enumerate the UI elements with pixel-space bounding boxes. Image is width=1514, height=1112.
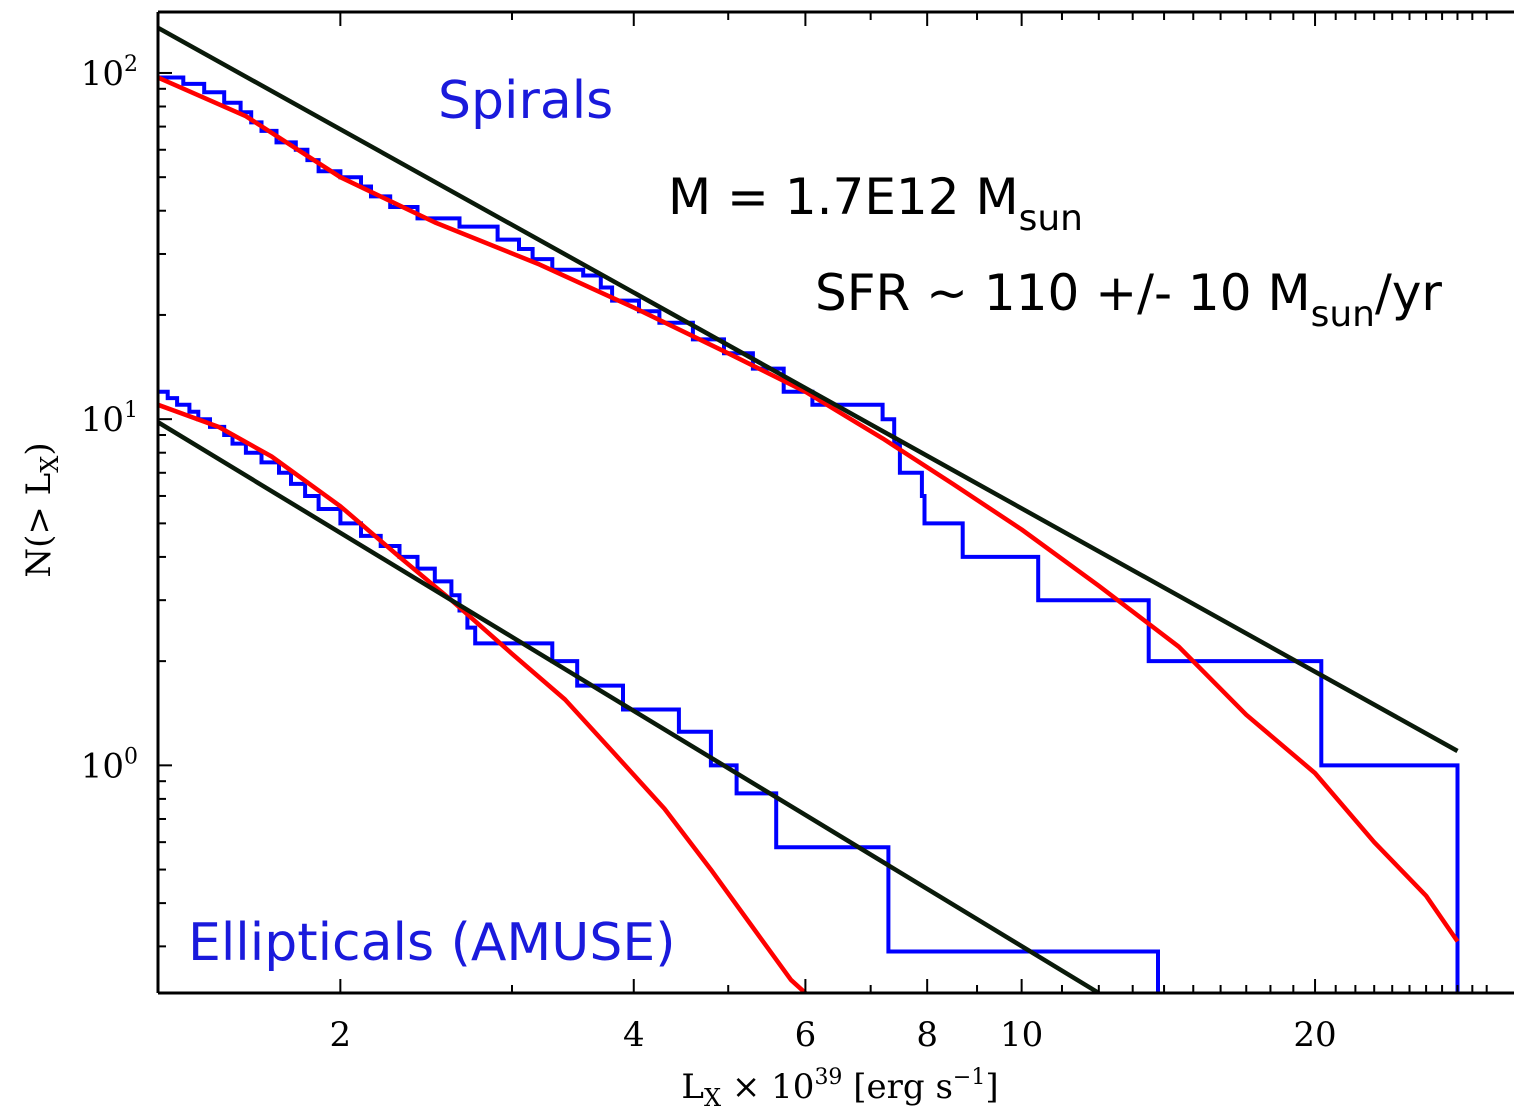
sfr-annotation: SFR ~ 110 +/- 10 Msun/yr xyxy=(815,264,1442,335)
x-tick-label: 4 xyxy=(623,1015,645,1055)
y-tick-label: 100 xyxy=(81,744,138,786)
y-tick-label: 102 xyxy=(81,52,138,94)
spirals-power-law-line xyxy=(158,25,1459,753)
x-tick-label: 20 xyxy=(1293,1015,1336,1055)
ellipticals-power-law-line xyxy=(158,420,1100,993)
x-axis-label: LX × 1039 [erg s−1] xyxy=(681,1065,998,1112)
ellipticals-fit-line xyxy=(158,402,807,993)
plot-area xyxy=(158,25,1460,993)
axes: 2 4 6 8 10 20 100 101 102 LX × 1039 [erg s−1] N(> … xyxy=(19,10,1514,1112)
x-tick-label: 6 xyxy=(795,1015,817,1055)
mass-annotation: M = 1.7E12 Msun xyxy=(668,168,1083,239)
spirals-fit-line xyxy=(158,75,1460,943)
annotations: Spirals Ellipticals (AMUSE) M = 1.7E12 Msu… xyxy=(188,71,1442,973)
x-tick-label: 8 xyxy=(916,1015,938,1055)
x-tick-label: 10 xyxy=(1000,1015,1043,1055)
y-axis-label: N(> LX) xyxy=(19,442,64,577)
ellipticals-label: Ellipticals (AMUSE) xyxy=(188,913,676,973)
y-tick-label: 101 xyxy=(81,398,138,440)
spirals-label: Spirals xyxy=(438,71,613,131)
x-tick-label: 2 xyxy=(330,1015,352,1055)
